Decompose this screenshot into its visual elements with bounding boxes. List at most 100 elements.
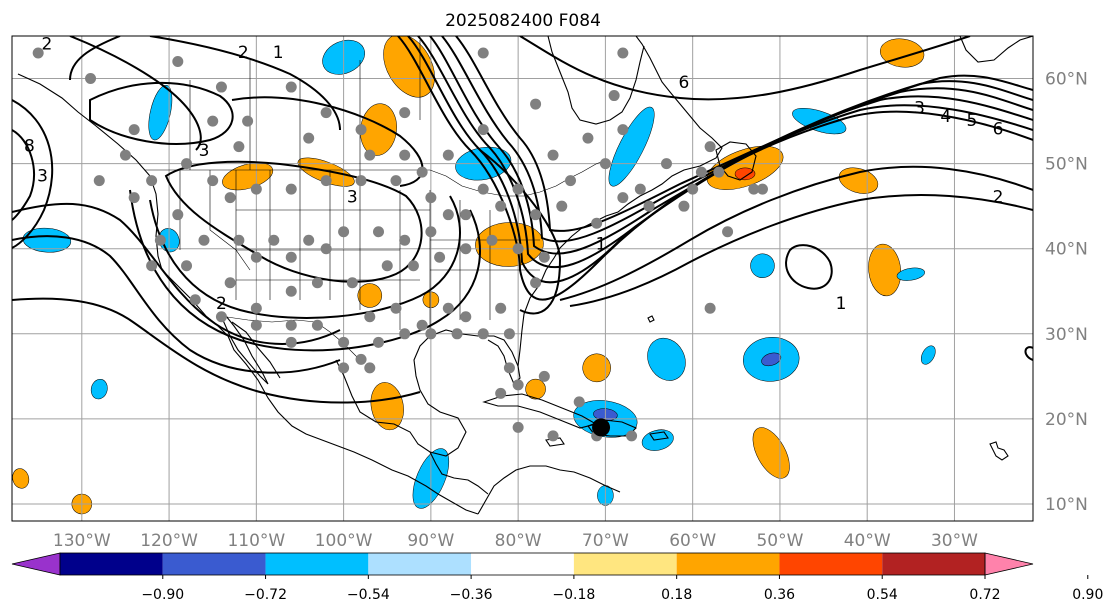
station-dot [538, 251, 550, 263]
anomaly-region [608, 106, 655, 187]
station-dot [756, 183, 768, 195]
station-dot [460, 243, 472, 255]
station-dot [434, 251, 446, 263]
station-dot [285, 336, 297, 348]
station-markers [32, 47, 768, 442]
station-dot [364, 311, 376, 323]
station-dot [373, 226, 385, 238]
contour-line [12, 297, 421, 404]
station-dot [399, 234, 411, 246]
station-dot [303, 234, 315, 246]
anomaly-region [734, 167, 756, 181]
station-dot [32, 47, 44, 59]
pacific-coastline [17, 73, 479, 515]
contour-label: 3 [37, 166, 48, 186]
puerto-rico-coastline [649, 431, 669, 441]
colorbar-tick-label: 0.18 [661, 587, 692, 603]
contour-line [69, 36, 202, 151]
station-dot [285, 285, 297, 297]
anomaly-region [750, 253, 775, 278]
station-dot [320, 107, 332, 119]
lon-tick-label: 60°W [669, 531, 716, 551]
lon-tick-label: 90°W [407, 531, 454, 551]
contour-label: 2 [993, 188, 1004, 208]
station-dot [722, 226, 734, 238]
station-dot [390, 302, 402, 314]
colorbar-swatch [368, 553, 472, 575]
station-dot [311, 319, 323, 331]
station-dot [530, 98, 542, 110]
anomaly-region [12, 468, 30, 489]
colorbar-tick-label: −0.54 [347, 587, 390, 603]
station-dot [303, 132, 315, 144]
lat-tick-label: 50°N [1045, 155, 1088, 175]
greenland-coastline [959, 36, 1033, 63]
station-dot [250, 183, 262, 195]
station-dot [364, 362, 376, 374]
station-dot [250, 302, 262, 314]
colorbar: −0.90 −0.72 −0.54 −0.36 −0.18 0.18 0.36 0.54 0.7… [11, 552, 1103, 603]
lat-tick-label: 10°N [1045, 495, 1088, 515]
station-dot [442, 149, 454, 161]
station-dot [399, 107, 411, 119]
colorbar-extend-low [11, 552, 61, 576]
contour-line [429, 36, 1033, 255]
station-dot [146, 260, 158, 272]
colorbar-swatch [573, 553, 677, 575]
station-dot [85, 73, 97, 85]
lon-tick-label: 30°W [931, 531, 978, 551]
station-dot [573, 396, 585, 408]
contour-label: 6 [679, 73, 690, 93]
contour-line [129, 189, 481, 352]
station-dot [486, 234, 498, 246]
colorbar-tick-label: −0.18 [552, 587, 595, 603]
anomaly-region [525, 378, 546, 400]
station-dot [425, 226, 437, 238]
station-dot [207, 115, 219, 127]
colorbar-tick-label: 0.36 [764, 587, 795, 603]
anomaly-region [357, 283, 383, 308]
lon-tick-label: 100°W [315, 531, 373, 551]
station-dot [128, 124, 140, 136]
station-dot [224, 192, 236, 204]
anomaly-region [647, 337, 686, 381]
station-dot [530, 277, 542, 289]
station-dot [442, 302, 454, 314]
anomaly-region [370, 382, 404, 431]
station-dot [460, 209, 472, 221]
station-dot [355, 124, 367, 136]
contour-label: 6 [993, 120, 1004, 140]
station-dot [311, 277, 323, 289]
station-dot [224, 277, 236, 289]
contour-label: 4 [940, 107, 951, 127]
station-dot [503, 328, 515, 340]
contour-line [149, 195, 461, 319]
station-dot [172, 209, 184, 221]
station-dot [346, 277, 358, 289]
us-canada-border [145, 159, 607, 197]
station-dot [512, 183, 524, 195]
lon-tick-label: 50°W [756, 531, 803, 551]
lon-tick-label: 80°W [495, 531, 542, 551]
station-dot [198, 234, 210, 246]
station-dot [268, 234, 280, 246]
station-dot [233, 141, 245, 153]
station-dot [320, 175, 332, 187]
station-dot [338, 336, 350, 348]
station-dot [617, 124, 629, 136]
station-dot [530, 209, 542, 221]
colorbar-tick-label: −0.90 [141, 587, 184, 603]
station-dot [591, 217, 603, 229]
baja-coastline [221, 315, 269, 385]
station-dot [407, 260, 419, 272]
station-dot [495, 200, 507, 212]
contour-line [479, 149, 562, 315]
station-dot [373, 336, 385, 348]
station-dot [93, 175, 105, 187]
point-markers [592, 418, 611, 437]
station-dot [608, 90, 620, 102]
atlantic-coastline [517, 36, 723, 367]
contour-line [69, 36, 121, 81]
contour-line [12, 99, 54, 249]
